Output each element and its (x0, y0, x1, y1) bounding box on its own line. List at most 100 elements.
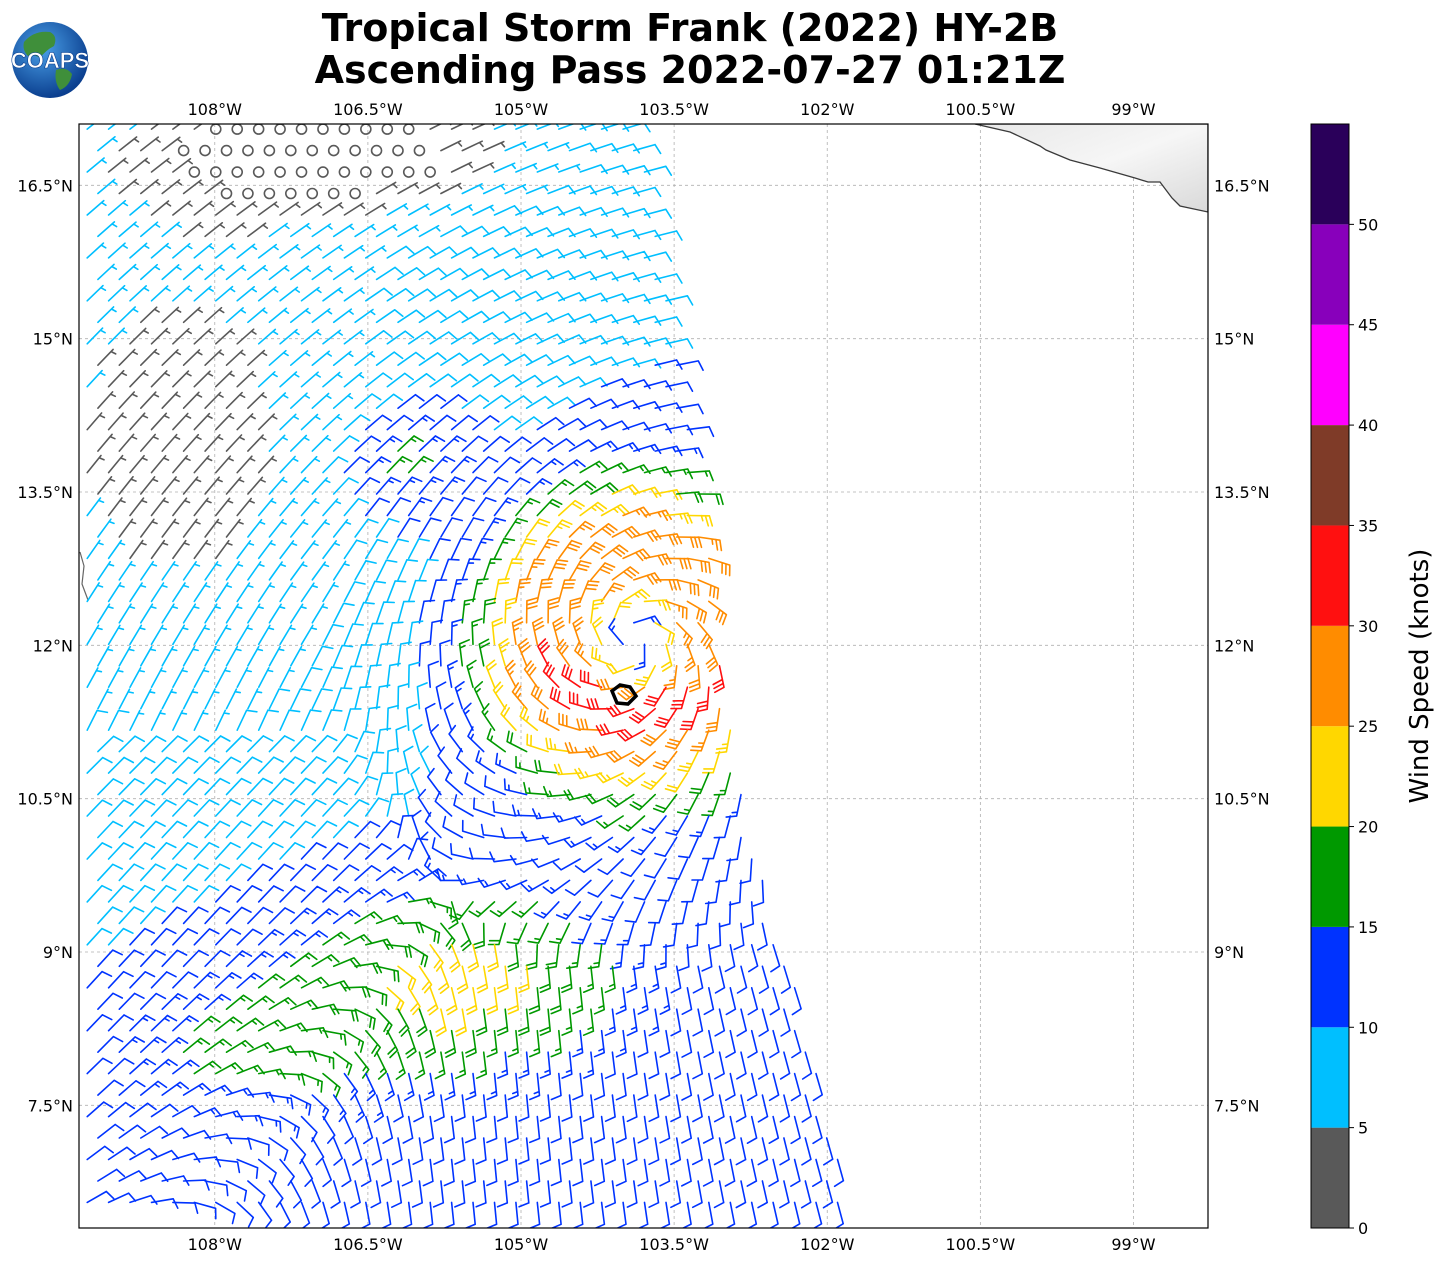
wind-barb (140, 1036, 167, 1053)
wind-barb (579, 249, 608, 260)
title-line-2: Ascending Pass 2022-07-27 01:21Z (314, 48, 1066, 92)
wind-barb (611, 566, 640, 581)
wind-barb (402, 1115, 414, 1144)
wind-barb (354, 601, 375, 624)
wind-barb (663, 665, 678, 691)
wind-barb (129, 927, 156, 946)
wind-barb (757, 1180, 768, 1209)
wind-barb (215, 624, 232, 646)
wind-barb (757, 1137, 769, 1166)
wind-barb (182, 603, 200, 624)
wind-barb (332, 733, 358, 753)
wind-barb (435, 1008, 447, 1037)
wind-barb (659, 987, 671, 1015)
calm-barb-circle (263, 187, 276, 200)
wind-barb (552, 858, 581, 871)
wind-barb (713, 1094, 725, 1123)
wind-barb (676, 793, 699, 815)
lon-tick-label-top-6: 99°W (1111, 100, 1155, 119)
wind-barb (558, 539, 583, 560)
wind-barb (247, 995, 275, 1010)
wind-barb (279, 413, 299, 431)
wind-barb (542, 879, 571, 895)
calm-barb-circle (242, 187, 254, 200)
wind-barb (643, 858, 667, 879)
wind-barb (215, 972, 242, 989)
wind-barb (215, 1016, 243, 1032)
wind-barb (691, 858, 710, 881)
wind-barb (587, 879, 614, 898)
wind-barb (552, 812, 581, 823)
wind-barb (572, 616, 584, 646)
wind-barb (247, 1137, 270, 1156)
wind-barb (429, 414, 457, 431)
wind-barb (595, 815, 624, 829)
wind-barb (610, 879, 635, 900)
wind-barb (257, 973, 286, 989)
wind-barb (343, 329, 365, 345)
wind-barb (118, 306, 139, 324)
wind-barb (365, 938, 394, 950)
wind-barb (107, 327, 128, 345)
wind-barb (330, 1180, 341, 1209)
wind-barb (574, 640, 592, 667)
wind-barb (713, 1137, 725, 1166)
wind-barb (587, 944, 603, 970)
wind-barb (161, 306, 182, 324)
wind-barb (341, 1158, 352, 1188)
wind-barb (290, 820, 316, 839)
wind-barb (236, 201, 258, 216)
wind-barb (709, 922, 722, 950)
lon-tick-label-bottom-2: 105°W (494, 1235, 549, 1254)
wind-barb (590, 185, 619, 196)
wind-barb (665, 295, 694, 306)
wind-barb (626, 1180, 638, 1208)
wind-barb (464, 772, 485, 796)
wind-barb (360, 1158, 372, 1187)
wind-barb (461, 435, 489, 452)
wind-barb (107, 582, 125, 603)
wind-barb (354, 865, 382, 882)
wind-barb (475, 1008, 488, 1037)
wind-barb (247, 518, 266, 538)
wind-barb (476, 965, 489, 994)
wind-barb (86, 242, 107, 259)
wind-barb (450, 331, 479, 345)
wind-barb (290, 603, 307, 624)
wind-barb (257, 540, 276, 560)
wind-barb (107, 369, 128, 388)
wind-barb (418, 309, 447, 324)
wind-barb (225, 906, 252, 925)
colorbar-tick-label-5: 25 (1358, 717, 1378, 736)
wind-barb (500, 827, 528, 839)
wind-barb (630, 836, 656, 856)
wind-barb (424, 811, 442, 839)
wind-barb (129, 756, 156, 774)
calm-barb-circle (327, 187, 340, 200)
wind-barb (268, 997, 297, 1010)
wind-barb (681, 987, 693, 1015)
wind-barb (193, 328, 214, 345)
wind-barb (689, 772, 710, 795)
wind-barb (539, 1137, 552, 1165)
wind-barb (561, 1051, 573, 1079)
logo-text: COAPS (11, 48, 89, 73)
wind-barb (670, 1137, 682, 1166)
wind-barb (504, 353, 533, 366)
wind-barb (461, 394, 490, 409)
wind-barb (161, 391, 181, 409)
wind-barb (639, 922, 656, 947)
wind-barb (539, 965, 551, 993)
wind-barb (665, 468, 694, 480)
wind-barb (268, 820, 295, 839)
lon-tick-label-top-3: 103.5°W (639, 100, 709, 119)
wind-barb (172, 285, 193, 302)
wind-barb (86, 624, 103, 646)
wind-barb (506, 730, 528, 753)
wind-barb (257, 286, 279, 302)
wind-barb (386, 987, 405, 1013)
wind-barb (236, 286, 257, 302)
wind-barb (257, 1019, 287, 1032)
wind-barb (343, 708, 362, 731)
wind-barb (427, 987, 439, 1016)
